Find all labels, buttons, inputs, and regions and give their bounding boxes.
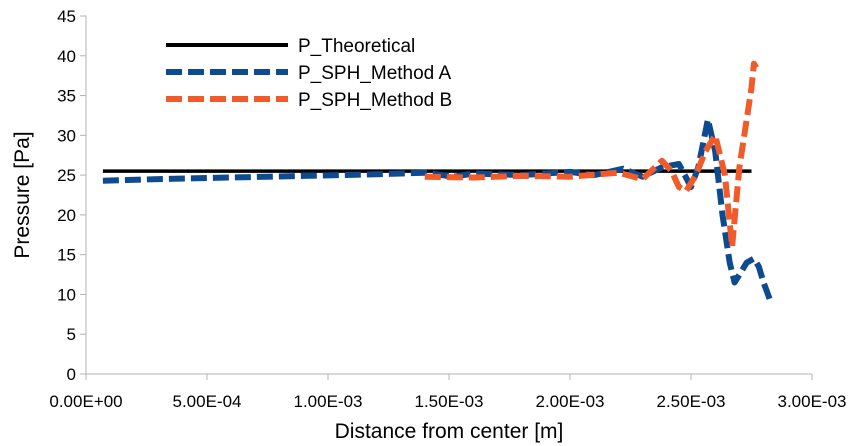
y-tick-label: 10	[57, 285, 76, 304]
x-tick-label: 3.00E-03	[778, 392, 847, 411]
legend-label-method-a: P_SPH_Method A	[298, 63, 451, 84]
y-tick-label: 35	[57, 87, 76, 106]
y-axis-title: Pressure [Pa]	[11, 131, 34, 258]
y-tick-label: 25	[57, 166, 76, 185]
y-tick-label: 30	[57, 126, 76, 145]
x-tick-label: 1.00E-03	[294, 392, 363, 411]
x-tick-label: 0.00E+00	[49, 392, 122, 411]
y-tick-label: 0	[67, 365, 76, 384]
series-lines	[102, 60, 774, 304]
x-tick-label: 2.50E-03	[657, 392, 726, 411]
legend-label-theoretical: P_Theoretical	[298, 36, 415, 57]
x-axis-title: Distance from center [m]	[335, 420, 564, 443]
y-tick-label: 20	[57, 206, 76, 225]
y-tick-label: 15	[57, 246, 76, 265]
y-tick-label: 40	[57, 47, 76, 66]
series-line-method-b	[424, 60, 759, 250]
y-tick-label: 45	[57, 7, 76, 26]
x-tick-label: 2.00E-03	[536, 392, 605, 411]
x-tick-label: 5.00E-04	[173, 392, 242, 411]
y-tick-label: 5	[67, 325, 76, 344]
x-tick-label: 1.50E-03	[415, 392, 484, 411]
legend-label-method-b: P_SPH_Method B	[298, 90, 452, 111]
ticks: 0 5 10 15 20 25 30 35 40 45 0.00E+00 5.00E-04 1.00E-…	[49, 7, 846, 411]
legend: P_Theoretical P_SPH_Method A P_SPH_Metho…	[166, 36, 452, 111]
